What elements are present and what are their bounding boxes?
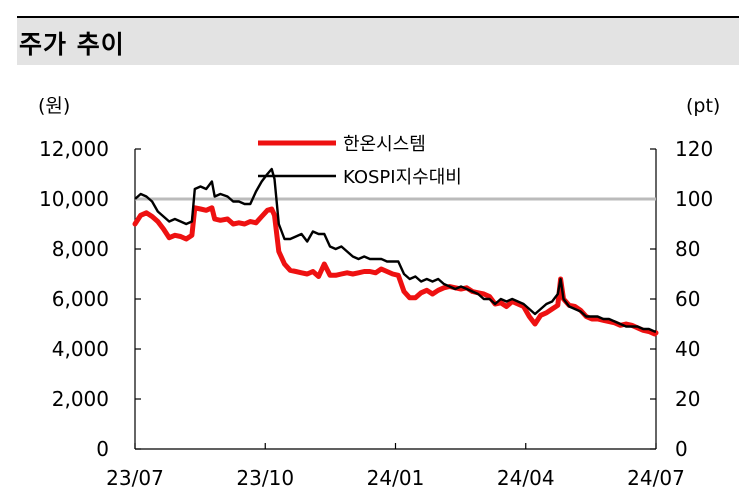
title-band: 주가 추이 xyxy=(17,18,739,65)
y-left-tick-label: 12,000 xyxy=(39,137,109,161)
y-right-tick-label: 0 xyxy=(675,437,688,461)
y-right-tick-label: 60 xyxy=(675,287,700,311)
y-left-tick-label: 4,000 xyxy=(52,337,109,361)
y-right-tick-label: 20 xyxy=(675,387,700,411)
top-rule xyxy=(17,16,739,18)
series-line-kospi-relative xyxy=(134,167,656,333)
x-tick-label: 24/04 xyxy=(497,466,555,490)
x-tick-label: 24/07 xyxy=(627,466,685,490)
chart-title: 주가 추이 xyxy=(19,30,125,59)
x-tick-label: 23/10 xyxy=(236,466,294,490)
y-left-tick-label: 0 xyxy=(96,437,109,461)
y-left-unit-label: (원) xyxy=(38,95,70,117)
x-tick-label: 24/01 xyxy=(367,466,425,490)
legend-label-kospi-relative: KOSPI지수대비 xyxy=(343,167,462,188)
y-right-tick-label: 40 xyxy=(675,337,700,361)
y-right-tick-label: 80 xyxy=(675,237,700,261)
y-left-tick-label: 6,000 xyxy=(52,287,109,311)
y-right-unit-label: (pt) xyxy=(686,95,720,117)
y-right-tick-label: 120 xyxy=(675,137,713,161)
y-left-tick-label: 8,000 xyxy=(52,237,109,261)
x-tick-label: 23/07 xyxy=(106,466,164,490)
series-line-hanon-systems xyxy=(132,205,659,337)
y-left-tick-label: 2,000 xyxy=(52,387,109,411)
y-right-tick-label: 100 xyxy=(675,187,713,211)
y-left-tick-label: 10,000 xyxy=(39,187,109,211)
legend-label-hanon-systems: 한온시스템 xyxy=(343,134,426,155)
